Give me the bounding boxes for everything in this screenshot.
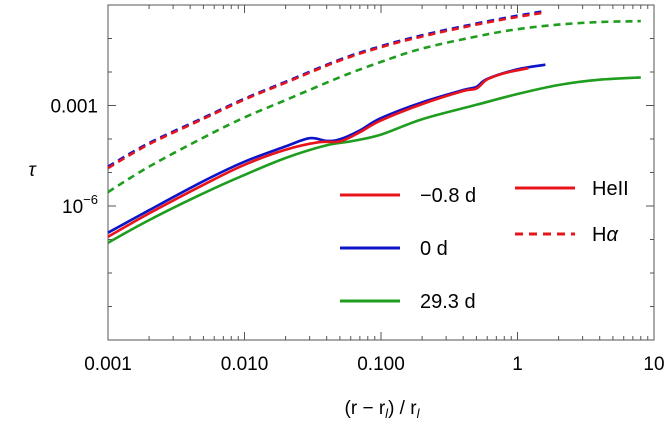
x-axis-label-sub1: l xyxy=(385,406,389,421)
y-tick-label: 10−6 xyxy=(62,192,98,218)
x-tick-label: 10 xyxy=(643,354,664,375)
legend-epoch-label: 29.3 d xyxy=(420,291,476,313)
series-line-halpha--0.8d xyxy=(107,11,546,170)
legend-epoch-label: 0 d xyxy=(420,238,448,260)
legend-epoch-label: −0.8 d xyxy=(420,185,476,207)
x-tick-label: 0.001 xyxy=(84,354,132,375)
legend-line-label: HeII xyxy=(592,178,629,200)
major-ticks xyxy=(107,5,655,340)
x-axis-label: (r − rl) / rl xyxy=(345,398,421,421)
legend-line-label-text: HeII xyxy=(592,178,629,200)
y-tick-label: 0.001 xyxy=(50,97,98,118)
x-tick-labels: 0.001 0.010 0.100 1 10 xyxy=(84,354,664,375)
y-tick-label-base: 10 xyxy=(62,197,83,218)
x-axis-label-sub2: l xyxy=(417,406,421,421)
series-line-halpha-0d xyxy=(107,9,546,168)
series-line-halpha-29.3d xyxy=(107,19,641,194)
legend-line: HeII Hα xyxy=(515,178,629,246)
x-tick-label: 0.100 xyxy=(357,354,405,375)
legend-line-label-text: H xyxy=(592,224,606,246)
series-line-heii-29.3d xyxy=(107,76,641,244)
x-tick-label: 0.010 xyxy=(221,354,269,375)
y-axis-label: τ xyxy=(28,160,37,181)
x-tick-label: 1 xyxy=(512,354,523,375)
minor-ticks xyxy=(108,4,654,341)
series-group xyxy=(107,9,641,244)
legend-epoch: −0.8 d 0 d 29.3 d xyxy=(340,185,476,313)
legend-line-label-greek: α xyxy=(606,224,618,246)
x-axis-label-part2: ) / r xyxy=(388,398,417,419)
x-axis-label-part1: (r − r xyxy=(345,398,386,419)
legend-line-label: Hα xyxy=(592,224,618,246)
plot-frame xyxy=(107,4,655,341)
y-tick-label-exponent: −6 xyxy=(83,192,98,207)
y-tick-labels: 0.001 10−6 xyxy=(50,97,98,219)
series-line-heii--0.8d xyxy=(107,66,529,238)
